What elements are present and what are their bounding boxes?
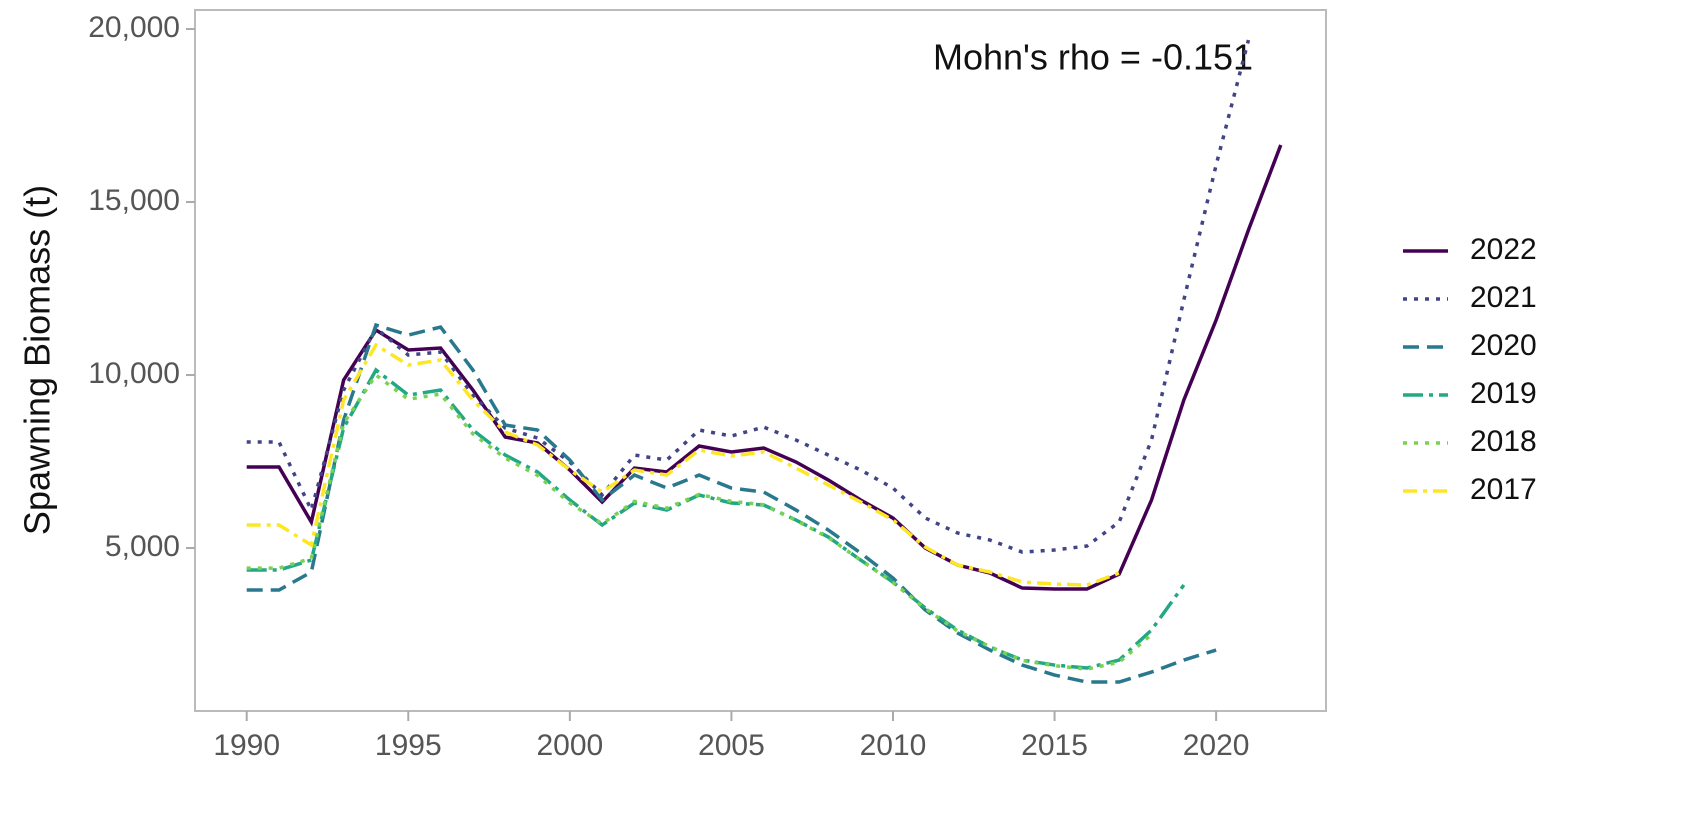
y-tick-label: 10,000 [88, 357, 180, 390]
legend-label: 2019 [1470, 377, 1537, 410]
x-tick-label: 1995 [375, 729, 442, 762]
legend-label: 2021 [1470, 281, 1537, 314]
series-line [246, 322, 1217, 684]
y-axis-title: Spawning Biomass (t) [17, 185, 58, 535]
legend-label: 2022 [1470, 233, 1537, 266]
legend-label: 2017 [1470, 473, 1537, 506]
series-line [246, 39, 1251, 554]
y-tick-label: 5,000 [105, 530, 180, 563]
legend-label: 2018 [1470, 425, 1537, 458]
series-line [246, 367, 1186, 670]
plot-frame [194, 9, 1327, 712]
series-line [246, 342, 1120, 587]
legend-label: 2020 [1470, 329, 1537, 362]
annotation: Mohn's rho = -0.151 [933, 37, 1253, 78]
x-tick-label: 2000 [536, 729, 603, 762]
x-tick-label: 2015 [1021, 729, 1088, 762]
series-line [246, 372, 1153, 671]
series-line [246, 144, 1283, 591]
x-tick-label: 2020 [1183, 729, 1250, 762]
y-tick-label: 15,000 [88, 184, 180, 217]
y-tick-label: 20,000 [88, 11, 180, 44]
x-tick-label: 2010 [860, 729, 927, 762]
x-tick-label: 1990 [213, 729, 280, 762]
x-tick-label: 2005 [698, 729, 765, 762]
